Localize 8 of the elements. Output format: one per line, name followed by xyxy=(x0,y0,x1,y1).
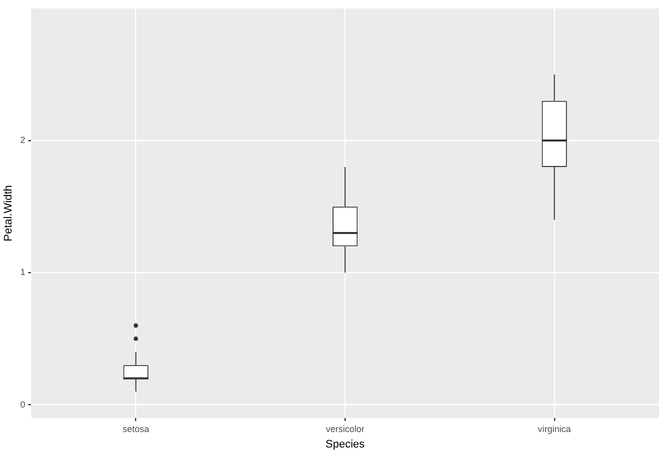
x-axis-title: Species xyxy=(326,438,366,450)
y-tick-label: 0 xyxy=(20,399,26,410)
x-tick-label: versicolor xyxy=(326,424,364,434)
y-tick-label: 1 xyxy=(20,267,26,278)
x-tick-label: setosa xyxy=(122,424,150,434)
y-axis-title: Petal.Width xyxy=(2,185,15,242)
y-tick-label: 2 xyxy=(20,135,26,146)
x-tick-label: virginica xyxy=(538,424,571,434)
